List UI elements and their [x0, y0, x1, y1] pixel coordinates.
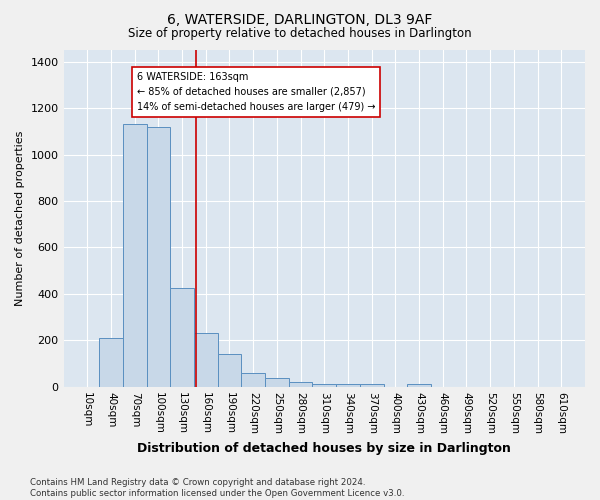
Text: Contains HM Land Registry data © Crown copyright and database right 2024.
Contai: Contains HM Land Registry data © Crown c… — [30, 478, 404, 498]
Bar — [313, 384, 336, 387]
Bar — [194, 334, 218, 387]
Bar — [360, 384, 383, 387]
X-axis label: Distribution of detached houses by size in Darlington: Distribution of detached houses by size … — [137, 442, 511, 455]
Bar — [241, 373, 265, 387]
Text: Size of property relative to detached houses in Darlington: Size of property relative to detached ho… — [128, 28, 472, 40]
Text: 6 WATERSIDE: 163sqm
← 85% of detached houses are smaller (2,857)
14% of semi-det: 6 WATERSIDE: 163sqm ← 85% of detached ho… — [137, 72, 376, 112]
Bar — [123, 124, 146, 387]
Bar — [289, 382, 313, 387]
Bar — [265, 378, 289, 387]
Bar — [218, 354, 241, 387]
Text: 6, WATERSIDE, DARLINGTON, DL3 9AF: 6, WATERSIDE, DARLINGTON, DL3 9AF — [167, 12, 433, 26]
Bar — [407, 384, 431, 387]
Bar — [146, 126, 170, 387]
Bar — [99, 338, 123, 387]
Bar — [336, 384, 360, 387]
Bar — [170, 288, 194, 387]
Y-axis label: Number of detached properties: Number of detached properties — [15, 130, 25, 306]
